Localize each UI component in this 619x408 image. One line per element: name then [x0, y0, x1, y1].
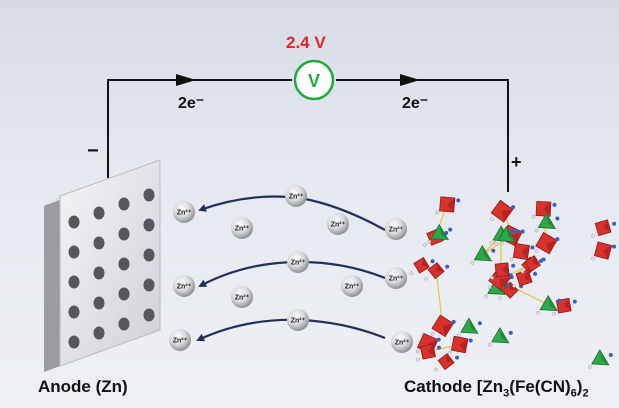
- fe-octahedron: [431, 314, 454, 338]
- svg-text:Zn²⁺: Zn²⁺: [173, 338, 188, 345]
- electron-label-right: 2e⁻: [402, 95, 429, 112]
- fe-octahedron: [419, 343, 436, 360]
- fe-octahedron: [594, 219, 612, 237]
- electron-flow-arrow-left: [176, 74, 196, 86]
- zn-tetrahedron: [497, 225, 516, 243]
- anode-holes: [68, 188, 155, 349]
- svg-text:Zn²⁺: Zn²⁺: [395, 340, 410, 347]
- anode-hole: [118, 227, 130, 241]
- anode-hole: [68, 275, 80, 289]
- fe-octahedron: [494, 262, 510, 278]
- anode-label: Anode (Zn): [38, 377, 128, 396]
- zn-ion: Zn²⁺: [287, 251, 309, 273]
- fe-octahedron: [535, 201, 552, 217]
- svg-text:Zn²⁺: Zn²⁺: [235, 226, 250, 233]
- anode-hole: [118, 317, 130, 331]
- anode-hole: [143, 218, 155, 232]
- svg-text:Zn²⁺: Zn²⁺: [331, 222, 346, 229]
- anode-hole: [143, 278, 155, 292]
- anode-hole: [93, 266, 105, 280]
- svg-text:Zn²⁺: Zn²⁺: [289, 194, 304, 201]
- zn-tetrahedron: [591, 349, 610, 366]
- svg-text:Zn²⁺: Zn²⁺: [291, 260, 306, 267]
- fe-octahedron: [439, 196, 456, 213]
- electron-flow-arrow-right: [400, 74, 420, 86]
- zn-ion: Zn²⁺: [285, 185, 307, 207]
- zn-tetrahedron: [491, 327, 510, 344]
- anode-hole: [68, 335, 80, 349]
- electron-label-left: 2e⁻: [178, 95, 205, 112]
- fe-octahedron: [450, 335, 469, 354]
- anode-hole: [93, 296, 105, 310]
- svg-text:Zn²⁺: Zn²⁺: [177, 210, 192, 217]
- svg-text:Zn²⁺: Zn²⁺: [389, 227, 404, 234]
- fe-octahedron: [437, 353, 455, 371]
- anode-hole: [93, 236, 105, 250]
- anode-hole: [68, 215, 80, 229]
- anode-hole: [93, 326, 105, 340]
- zn-ion: Zn²⁺: [287, 309, 309, 331]
- voltmeter-icon: V: [293, 59, 335, 101]
- voltmeter-symbol: V: [308, 71, 320, 91]
- anode-hole: [68, 305, 80, 319]
- svg-text:Zn²⁺: Zn²⁺: [291, 318, 306, 325]
- zn-ion: Zn²⁺: [169, 329, 191, 351]
- svg-text:Zn²⁺: Zn²⁺: [345, 284, 360, 291]
- zn-ion: Zn²⁺: [385, 267, 407, 289]
- zn-ion: Zn²⁺: [391, 331, 413, 353]
- zn-tetrahedron: [537, 212, 557, 229]
- zn-ion: Zn²⁺: [385, 218, 407, 240]
- fe-octahedron: [427, 262, 445, 280]
- cathode-sign: +: [511, 152, 522, 172]
- zn-tetrahedron: [539, 294, 558, 312]
- zn-ion: Zn²⁺: [341, 275, 363, 297]
- zn-ion: Zn²⁺: [327, 213, 349, 235]
- circuit-wire: [107, 79, 509, 192]
- cathode-crystal-structure: [409, 196, 617, 372]
- anode-hole: [118, 197, 130, 211]
- zn-ion: Zn²⁺: [173, 201, 195, 223]
- anode-hole: [93, 206, 105, 220]
- zn-ion: Zn²⁺: [231, 286, 253, 308]
- zn-tetrahedron: [460, 317, 479, 334]
- zn-ion: Zn²⁺: [231, 217, 253, 239]
- cathode-label: Cathode [Zn3(Fe(CN)6)2: [404, 377, 589, 400]
- fe-octahedron: [512, 242, 530, 261]
- anode-sign: −: [87, 140, 99, 162]
- zn-ions: Zn²⁺ Zn²⁺ Zn²⁺ Zn²⁺ Zn²⁺ Zn²⁺ Zn²⁺ Zn²⁺ Zn²⁺ Zn²⁺…: [169, 185, 413, 353]
- voltage-label: 2.4 V: [286, 33, 326, 52]
- svg-text:Zn²⁺: Zn²⁺: [235, 295, 250, 302]
- fe-octahedron: [524, 255, 541, 272]
- svg-text:Zn²⁺: Zn²⁺: [177, 284, 192, 291]
- zn-tetrahedron: [430, 223, 449, 241]
- fe-octahedron: [490, 199, 514, 223]
- anode-hole: [118, 257, 130, 271]
- fe-octahedron: [413, 256, 430, 274]
- fe-octahedron: [535, 232, 558, 255]
- anode-hole: [143, 248, 155, 262]
- anode-hole: [118, 287, 130, 301]
- zn-ion: Zn²⁺: [173, 275, 195, 297]
- fe-octahedron: [515, 269, 533, 287]
- anode-hole: [68, 245, 80, 259]
- anode-hole: [143, 188, 155, 202]
- zn-tetrahedron: [473, 245, 493, 262]
- anode-plate: [44, 159, 161, 372]
- anode-hole: [143, 308, 155, 322]
- svg-text:Zn²⁺: Zn²⁺: [389, 276, 404, 283]
- fe-octahedron: [593, 241, 613, 260]
